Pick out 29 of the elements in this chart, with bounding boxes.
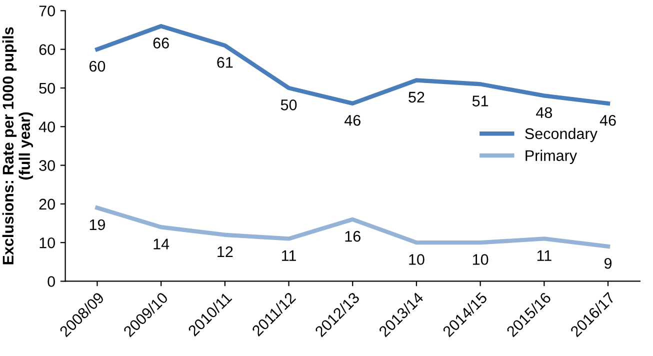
legend-label: Secondary: [525, 128, 598, 142]
data-label: 66: [153, 38, 169, 48]
data-label: 46: [344, 114, 360, 126]
data-label: 46: [600, 114, 616, 126]
data-label: 48: [536, 107, 552, 118]
y-tick-label: 0: [48, 276, 55, 287]
data-label: 9: [604, 258, 612, 269]
data-label: 11: [282, 250, 296, 261]
y-tick-label: 30: [39, 160, 55, 171]
data-label: 14: [154, 238, 170, 250]
data-label: 61: [217, 56, 233, 68]
y-tick-label: 50: [39, 82, 55, 94]
data-label: 10: [409, 254, 424, 265]
y-tick-label: 10: [40, 237, 55, 248]
legend-label: Primary: [526, 150, 578, 164]
y-tick-label: 40: [38, 122, 55, 132]
data-label: 60: [90, 60, 106, 72]
data-label: 52: [408, 92, 424, 103]
data-label: 19: [90, 219, 105, 230]
y-tick-label: 70: [39, 6, 55, 16]
y-tick-label: 20: [39, 198, 55, 210]
data-label: 10: [472, 254, 488, 265]
data-label: 16: [345, 230, 360, 242]
data-label: 50: [280, 99, 297, 110]
y-axis-title: Exclusions: Rate per 1000 pupils (full year): [2, 27, 34, 264]
data-label: 51: [472, 96, 488, 106]
data-label: 12: [218, 246, 233, 258]
y-tick-label: 60: [39, 44, 55, 56]
data-label: 11: [537, 250, 552, 261]
